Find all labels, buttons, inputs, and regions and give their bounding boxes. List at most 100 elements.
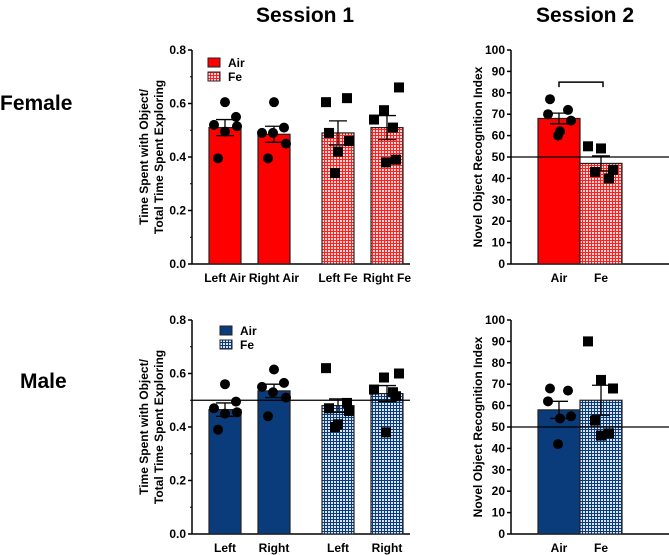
data-point: [220, 379, 230, 390]
x-tick-label: Right Fe: [363, 271, 411, 285]
bar-group-label: Air: [553, 522, 564, 531]
data-point: [209, 403, 219, 414]
data-point: [379, 105, 389, 116]
y-tick-label: 100: [485, 43, 505, 57]
data-point: [566, 411, 576, 422]
y-tick-label: 90: [492, 64, 506, 78]
chart-panels: 0.0 0.2 0.4 0.6 0.8 Time Spent with Object/To…: [137, 43, 669, 555]
y-axis-label-line: Total Time Spent Exploring: [152, 350, 166, 504]
x-tick-label: Right: [259, 541, 290, 555]
data-point: [263, 411, 273, 422]
data-point: [391, 154, 401, 165]
significance-bracket: [558, 81, 604, 88]
y-tick-label: 0.6: [169, 367, 186, 381]
y-tick-label: 80: [492, 356, 506, 370]
legend-label-fe: Fe: [240, 338, 254, 352]
data-point: [257, 127, 267, 138]
data-point: [555, 413, 565, 424]
y-tick-label: 70: [492, 107, 506, 121]
legend-label-fe: Fe: [228, 70, 242, 84]
y-axis-label-line: Novel Object Recognition Index: [471, 336, 485, 517]
data-point: [209, 119, 219, 130]
legend-swatch-fe: [207, 71, 221, 82]
data-point: [220, 408, 230, 419]
data-point: [344, 135, 354, 146]
data-point: [566, 115, 576, 126]
bar-left-air: [208, 126, 242, 265]
y-axis-label: Novel Object Recognition Index: [471, 336, 485, 517]
data-point: [213, 424, 223, 435]
legend-swatch-fe: [219, 339, 233, 350]
data-point: [232, 407, 242, 418]
data-point: [344, 405, 354, 416]
data-point: [330, 422, 340, 432]
x-tick-label: Air: [551, 541, 568, 555]
data-point: [543, 396, 553, 407]
x-tick-label: Left: [327, 541, 349, 555]
data-point: [269, 364, 279, 375]
y-axis-label-line: Time Spent with Object/: [137, 88, 151, 224]
data-point: [220, 126, 230, 137]
y-tick-label: 50: [492, 420, 506, 434]
y-tick-label: 0.4: [169, 420, 186, 434]
y-tick-label: 0: [498, 527, 505, 541]
data-point: [596, 430, 606, 441]
data-point: [391, 391, 401, 402]
y-tick-label: 0.2: [169, 474, 186, 488]
data-point: [281, 138, 291, 149]
data-point: [279, 122, 289, 133]
data-point: [596, 374, 606, 385]
data-point: [583, 141, 593, 152]
y-tick-label: 60: [492, 129, 506, 143]
data-point: [324, 127, 334, 138]
bar-right-air: [257, 133, 291, 265]
bar-air: [537, 409, 581, 535]
chart-panel-female-s1: 0.0 0.2 0.4 0.6 0.8 Time Spent with Object/To…: [137, 43, 411, 285]
bar-right: [257, 390, 291, 535]
data-point: [381, 157, 391, 168]
data-point: [257, 381, 267, 392]
y-tick-label: 10: [492, 236, 506, 250]
legend-label-air-group: Air: [240, 324, 257, 338]
y-tick-label: 100: [485, 313, 505, 327]
y-axis-label: Time Spent with Object/Total Time Spent …: [137, 80, 166, 234]
y-tick-label: 0.2: [169, 204, 186, 218]
bar-group-label: Air: [268, 252, 279, 261]
data-point: [342, 93, 352, 104]
data-point: [324, 403, 334, 414]
y-tick-label: 0: [498, 257, 505, 271]
y-tick-label: 0.0: [169, 257, 186, 271]
data-point: [268, 387, 278, 398]
legend-label-fe: Fe: [228, 70, 242, 84]
data-point: [231, 111, 241, 122]
bar-fe: [579, 399, 623, 535]
data-point: [369, 384, 379, 395]
x-tick-label: Left Fe: [318, 271, 358, 285]
session1-title: Session 1: [256, 4, 354, 27]
bar-right: [370, 392, 404, 535]
data-point: [596, 143, 606, 154]
x-tick-label: Air: [551, 271, 568, 285]
data-point: [553, 439, 563, 450]
data-point: [590, 166, 600, 177]
legend-label-air-group: Air: [228, 56, 245, 70]
data-point: [379, 372, 389, 383]
y-tick-label: 0.0: [169, 527, 186, 541]
data-point: [321, 97, 331, 108]
data-point: [268, 127, 278, 138]
male-row-label: Male: [20, 370, 67, 393]
y-tick-label: 40: [492, 171, 506, 185]
x-tick-label: Left: [214, 541, 236, 555]
data-point: [220, 97, 230, 108]
bar-group-label: Air: [268, 522, 279, 531]
data-point: [545, 383, 555, 394]
bar-group-label: Air: [553, 252, 564, 261]
data-point: [608, 164, 618, 175]
y-axis-label-line: Total Time Spent Exploring: [152, 80, 166, 234]
data-point: [231, 396, 241, 407]
x-tick-label: Right: [372, 541, 403, 555]
female-row-label: Female: [0, 92, 72, 115]
legend-label-fe: Fe: [240, 338, 254, 352]
